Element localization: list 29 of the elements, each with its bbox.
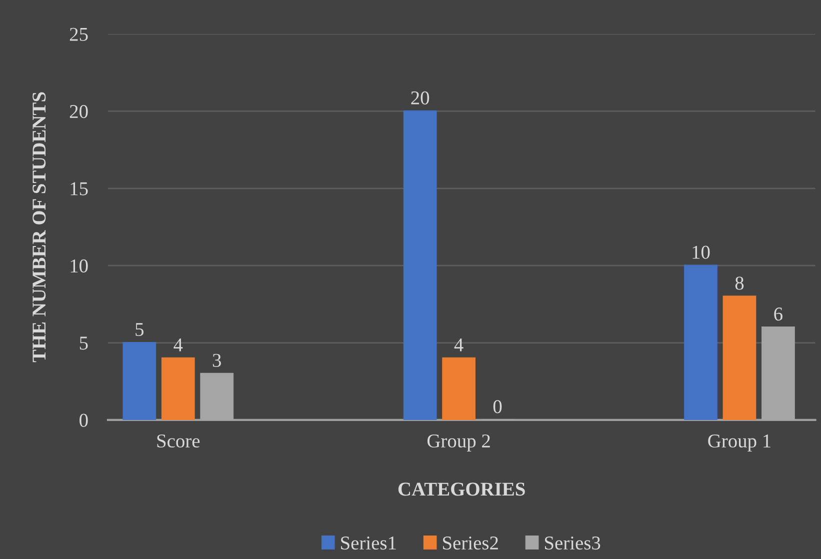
bar bbox=[122, 342, 156, 420]
y-tick-label: 25 bbox=[70, 28, 88, 41]
data-label: 10 bbox=[692, 246, 710, 259]
data-label: 6 bbox=[774, 308, 782, 321]
bar bbox=[684, 264, 718, 420]
data-label: 5 bbox=[136, 323, 144, 336]
x-tick-label: Group 2 bbox=[427, 434, 490, 452]
data-label: 4 bbox=[454, 338, 464, 352]
bar bbox=[161, 357, 195, 420]
y-tick-label: 10 bbox=[70, 259, 88, 273]
data-label: 8 bbox=[735, 276, 744, 290]
data-label: 20 bbox=[411, 91, 430, 104]
y-tick-label: 0 bbox=[80, 414, 88, 427]
data-label: 4 bbox=[174, 338, 183, 352]
data-label: 3 bbox=[212, 354, 221, 367]
legend-label: Series3 bbox=[545, 536, 600, 550]
bar bbox=[442, 357, 476, 420]
data-label: 0 bbox=[493, 400, 502, 414]
y-tick-label: 5 bbox=[80, 336, 88, 350]
x-tick-label: Score bbox=[157, 434, 200, 448]
y-tick-label: 15 bbox=[70, 182, 88, 196]
y-tick-label: 20 bbox=[70, 105, 88, 118]
y-axis-title: THE NUMBER OF STUDENTS bbox=[32, 92, 46, 362]
legend-label: Series1 bbox=[341, 536, 396, 550]
bar bbox=[722, 296, 756, 420]
legend-label: Series2 bbox=[443, 536, 498, 550]
bar bbox=[403, 110, 437, 420]
x-axis-title: CATEGORIES bbox=[398, 482, 525, 496]
x-tick-label: Group 1 bbox=[708, 434, 770, 452]
